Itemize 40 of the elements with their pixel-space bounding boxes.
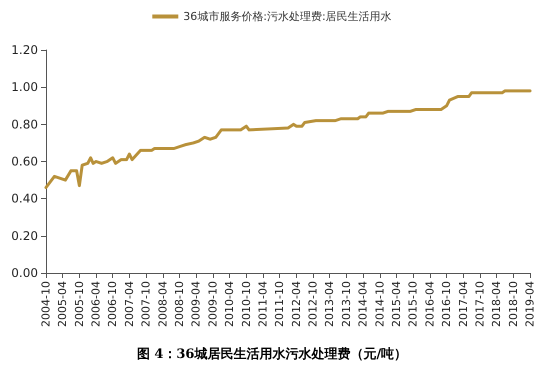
y-tick-label: 0.00 (11, 266, 38, 280)
y-tick-label: 1.20 (11, 43, 38, 57)
x-tick-label: 2015-10 (406, 281, 420, 327)
x-tick-label: 2014-10 (373, 281, 386, 327)
x-tick-label: 2004-10 (40, 281, 52, 327)
x-tick-label: 2006-10 (106, 281, 120, 327)
y-tick-label: 1.00 (11, 80, 38, 94)
x-tick-label: 2019-04 (524, 281, 536, 327)
y-tick-label: 0.40 (11, 192, 38, 206)
x-tick-label: 2008-10 (173, 281, 186, 327)
x-tick-label: 2014-04 (356, 281, 370, 327)
x-tick-label: 2013-04 (323, 281, 336, 327)
x-tick-label: 2015-04 (390, 281, 403, 327)
y-tick-label: 0.60 (11, 154, 38, 168)
x-tick-label: 2010-10 (240, 281, 253, 327)
x-tick-label: 2011-10 (273, 281, 286, 327)
x-tick-label: 2017-04 (456, 281, 470, 327)
x-tick-label: 2017-10 (474, 281, 486, 327)
x-tick-label: 2009-10 (206, 281, 220, 327)
x-tick-label: 2007-10 (140, 281, 153, 327)
x-tick-label: 2018-04 (490, 281, 504, 327)
x-tick-label: 2005-04 (56, 281, 70, 327)
x-tick-label: 2007-04 (122, 281, 136, 327)
x-tick-label: 2013-10 (340, 281, 353, 327)
x-tick-label: 2012-04 (290, 281, 303, 327)
x-tick-label: 2016-10 (440, 281, 454, 327)
legend-label: 36城市服务价格:污水处理费:居民生活用水 (183, 10, 392, 23)
x-tick-label: 2009-04 (190, 281, 203, 327)
x-tick-label: 2010-04 (223, 281, 236, 327)
y-tick-label: 0.80 (11, 117, 38, 132)
y-tick-label: 0.20 (11, 228, 38, 243)
line-series (44, 89, 532, 190)
x-tick-label: 2016-04 (423, 281, 436, 327)
x-tick-label: 2012-10 (306, 281, 320, 327)
x-tick-label: 2018-10 (506, 281, 520, 327)
caption: 图 4：36城居民生活用水污水处理费（元/吨） (136, 347, 408, 362)
x-tick-label: 2008-04 (156, 281, 170, 327)
x-tick-label: 2005-10 (72, 281, 86, 327)
x-tick-label: 2011-04 (256, 281, 270, 327)
x-tick-label: 2006-04 (90, 281, 102, 327)
